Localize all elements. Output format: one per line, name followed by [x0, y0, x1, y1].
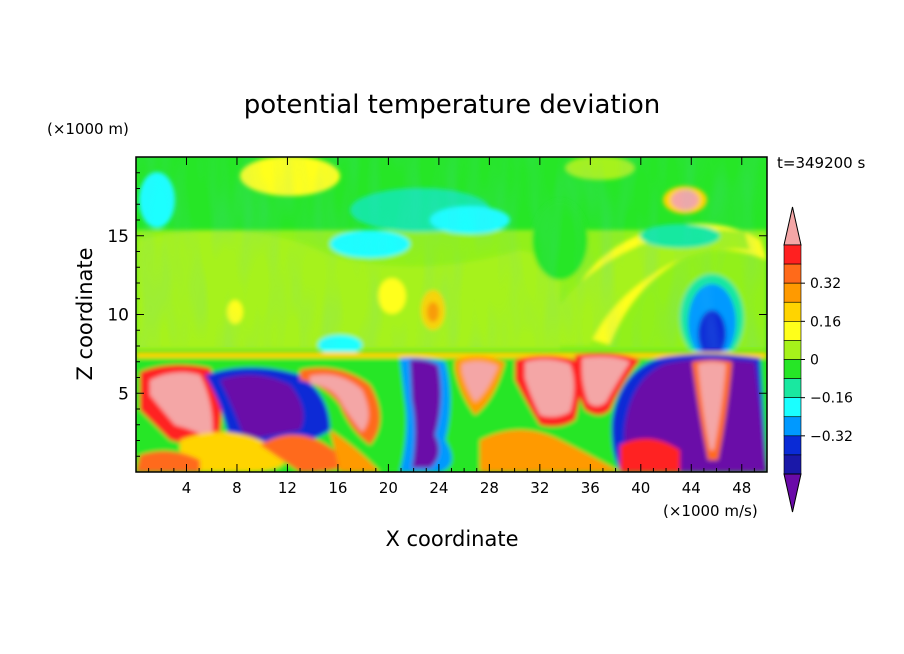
y-tick-label: 10 [107, 306, 129, 326]
colorbar-tick-label: 0.32 [810, 276, 841, 292]
colorbar-tick-label: −0.16 [810, 391, 853, 407]
colorbar-tick-label: −0.32 [810, 429, 853, 445]
colorbar-tick-label: 0.16 [810, 314, 841, 330]
x-tick-label: 4 [182, 479, 192, 497]
y-tick-label: 15 [107, 227, 129, 247]
x-axis-label: X coordinate [385, 527, 518, 551]
heatmap-field [136, 157, 767, 472]
chart-title: potential temperature deviation [244, 90, 660, 120]
time-label: t=349200 s [777, 154, 865, 172]
y-axis-label: Z coordinate [73, 247, 97, 380]
y-axis-ticks: 5 10 15 [107, 172, 767, 457]
colorbar-bin [783, 435, 802, 456]
colorbar-extend-top [783, 206, 802, 246]
x-unit-label: (×1000 m/s) [663, 502, 758, 520]
colorbar-bin [783, 282, 802, 303]
x-tick-label: 8 [232, 479, 242, 497]
x-tick-label: 16 [328, 479, 347, 497]
x-axis-ticks: 4 8 12 16 20 24 28 32 36 40 44 48 [148, 157, 755, 497]
colorbar-bin [783, 359, 802, 379]
colorbar-bin [783, 454, 802, 475]
colorbar-bin [783, 244, 802, 265]
x-tick-label: 36 [581, 479, 600, 497]
x-tick-label: 32 [530, 479, 549, 497]
x-tick-label: 20 [379, 479, 398, 497]
colorbar-tick-label: 0 [810, 353, 819, 369]
colorbar-bin [783, 321, 802, 341]
colorbar-bin [783, 340, 802, 360]
colorbar: 0.32 0.16 0 −0.16 −0.32 [783, 206, 853, 513]
x-tick-label: 24 [429, 479, 448, 497]
colorbar-bin [783, 416, 802, 437]
x-tick-label: 48 [732, 479, 751, 497]
y-unit-label: (×1000 m) [47, 120, 129, 138]
colorbar-bin [783, 397, 802, 418]
x-tick-label: 40 [631, 479, 650, 497]
colorbar-bin [783, 378, 802, 398]
y-tick-label: 5 [118, 384, 129, 404]
x-tick-label: 28 [480, 479, 499, 497]
colorbar-extend-bottom [783, 473, 802, 513]
colorbar-bin [783, 263, 802, 284]
x-tick-label: 12 [278, 479, 297, 497]
colorbar-bin [783, 301, 802, 322]
x-tick-label: 44 [682, 479, 701, 497]
